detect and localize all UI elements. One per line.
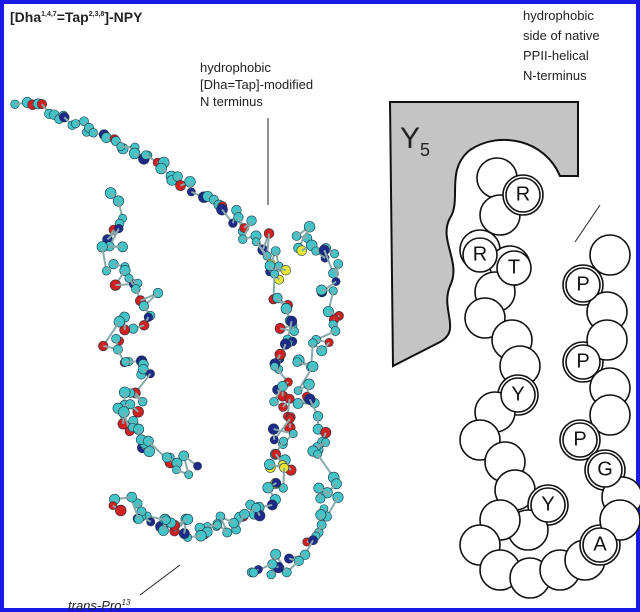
annotation-text: trans-Pro	[68, 598, 121, 612]
title-part: =Tap	[57, 9, 89, 25]
title-sup: 1,4,7	[41, 11, 57, 18]
residue-label: Y	[511, 383, 524, 405]
atom	[193, 462, 201, 470]
atom	[175, 180, 185, 190]
annotation: [Dha=Tap]-modified	[200, 77, 313, 92]
residue-label: R	[473, 243, 487, 265]
figure: [Dha1,4,7=Tap2,3,8]-NPY hydrophobic [Dha…	[0, 0, 640, 612]
annotation: N-terminus	[523, 68, 587, 83]
title-sup: 2,3,8	[89, 11, 105, 18]
annotation: N terminus	[200, 94, 263, 109]
residue-label: T	[508, 256, 520, 278]
title: [Dha1,4,7=Tap2,3,8]-NPY	[10, 9, 143, 25]
atom	[118, 407, 129, 418]
residue-label: Y	[541, 493, 554, 515]
atom	[314, 483, 324, 493]
atom	[249, 568, 258, 577]
receptor-sub: 5	[420, 140, 430, 160]
residue-label: P	[576, 350, 589, 372]
atom	[115, 505, 126, 516]
title-part: [Dha	[10, 9, 41, 25]
atom	[129, 148, 140, 159]
atom	[308, 361, 319, 372]
atom	[268, 559, 277, 568]
residue-label: P	[573, 428, 586, 450]
atom	[134, 515, 143, 524]
residue-label: A	[593, 533, 607, 555]
receptor-name: Y	[400, 122, 420, 155]
annotation: PPII-helical	[523, 48, 589, 63]
residue-label: P	[576, 273, 589, 295]
residue-label: R	[516, 183, 530, 205]
annotation: side of native	[523, 28, 600, 43]
residue-label: G	[597, 458, 613, 480]
annotation-sup: 13	[121, 598, 130, 607]
annotation: hydrophobic	[200, 60, 271, 75]
title-part: ]-NPY	[104, 9, 143, 25]
annotation: hydrophobic	[523, 8, 594, 23]
atom	[147, 518, 155, 526]
